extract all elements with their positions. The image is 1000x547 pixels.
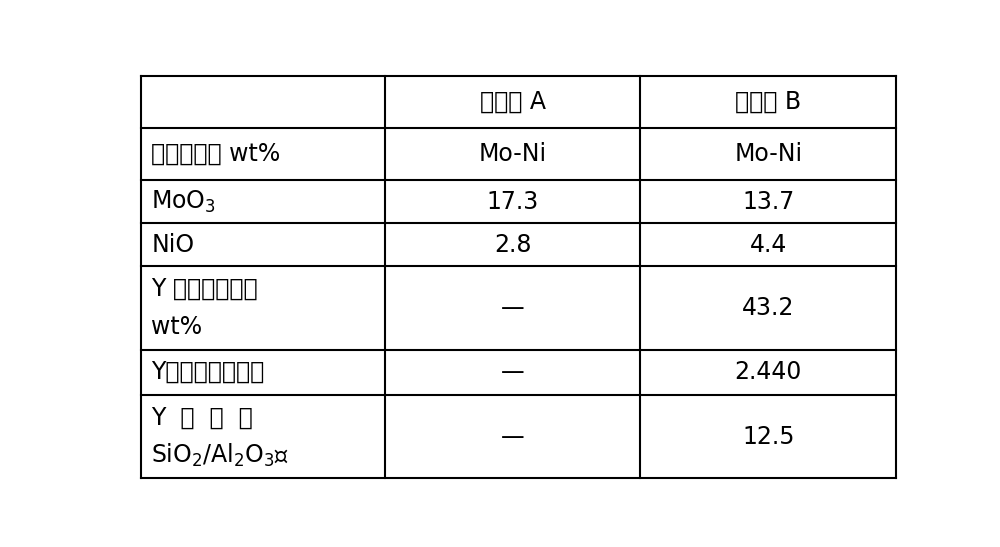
Text: SiO$_2$/Al$_2$O$_3$比: SiO$_2$/Al$_2$O$_3$比 [151, 442, 290, 469]
Text: Mo-Ni: Mo-Ni [478, 142, 547, 166]
Text: wt%: wt% [151, 315, 202, 339]
Text: —: — [501, 296, 524, 320]
Text: 催化剂 A: 催化剂 A [480, 90, 546, 114]
Text: —: — [501, 424, 524, 449]
Text: 12.5: 12.5 [742, 424, 794, 449]
Text: Y  分  子  筛: Y 分 子 筛 [151, 405, 253, 429]
Text: —: — [501, 360, 524, 384]
Text: 43.2: 43.2 [742, 296, 794, 320]
Text: 13.7: 13.7 [742, 190, 794, 213]
Text: 4.4: 4.4 [750, 232, 787, 257]
Text: 17.3: 17.3 [486, 190, 539, 213]
Text: 催化剂 B: 催化剂 B [735, 90, 801, 114]
Text: Mo-Ni: Mo-Ni [734, 142, 802, 166]
Text: 2.440: 2.440 [735, 360, 802, 384]
Text: Y 分子筛含量，: Y 分子筛含量， [151, 277, 258, 300]
Text: Y分子筛晶胞常数: Y分子筛晶胞常数 [151, 360, 265, 384]
Text: MoO$_3$: MoO$_3$ [151, 189, 216, 214]
Text: NiO: NiO [151, 232, 194, 257]
Text: 化学组成， wt%: 化学组成， wt% [151, 142, 281, 166]
Text: 2.8: 2.8 [494, 232, 531, 257]
